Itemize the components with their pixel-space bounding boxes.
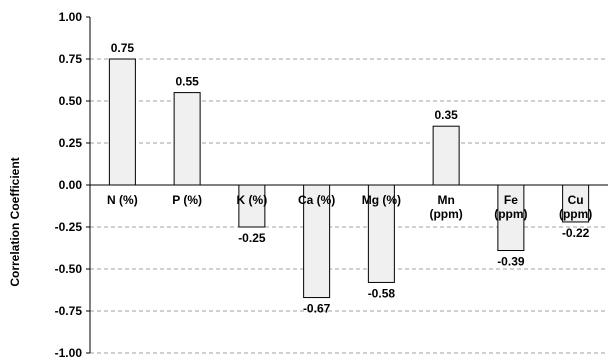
category-label: (ppm) <box>429 207 462 221</box>
bar <box>108 58 136 186</box>
data-label: -0.39 <box>497 255 525 269</box>
bar <box>367 184 395 283</box>
bar <box>432 125 460 186</box>
y-tick-label: 0.25 <box>59 136 83 150</box>
data-label: 0.35 <box>434 108 458 122</box>
category-label: (ppm) <box>494 207 527 221</box>
category-label: Fe <box>504 193 518 207</box>
data-label: -0.25 <box>238 231 266 245</box>
data-label: 0.55 <box>175 75 199 89</box>
y-tick-label: -1.00 <box>55 346 83 358</box>
category-label: K (%) <box>237 193 268 207</box>
axes <box>86 16 608 354</box>
y-tick-label: 0.00 <box>59 178 83 192</box>
y-tick-label: -0.50 <box>55 262 83 276</box>
y-tick-labels: 1.00 0.75 0.50 0.25 0.00 -0.25 -0.50 -0.75 -1.00 <box>55 10 83 358</box>
grid-lines <box>90 58 608 354</box>
y-tick-label: 0.75 <box>59 52 83 66</box>
y-tick-label: 0.50 <box>59 94 83 108</box>
data-label: 0.75 <box>111 41 135 55</box>
bar <box>173 92 201 186</box>
category-label: Mg (%) <box>362 193 401 207</box>
data-label: -0.22 <box>562 226 590 240</box>
category-label: Cu <box>568 193 584 207</box>
y-tick-label: 1.00 <box>59 10 83 24</box>
y-tick-label: -0.25 <box>55 220 83 234</box>
category-label: Ca (%) <box>298 193 335 207</box>
data-label: -0.67 <box>303 302 331 316</box>
data-label: -0.58 <box>368 286 396 300</box>
category-label: P (%) <box>172 193 202 207</box>
category-label: (ppm) <box>559 207 592 221</box>
category-label: N (%) <box>107 193 138 207</box>
bars <box>108 58 590 299</box>
y-axis-title: Correlation Coefficient <box>8 157 22 286</box>
bar <box>497 184 525 252</box>
y-tick-label: -0.75 <box>55 304 83 318</box>
category-labels: N (%) P (%) K (%) Ca (%) Mg (%) Mn(ppm)Fe(ppm… <box>107 193 592 221</box>
data-labels: 0.75 0.55 -0.25 -0.67 -0.58 0.35 -0.39 -0.22 <box>111 41 590 316</box>
bar <box>238 184 266 228</box>
category-label: Mn <box>437 193 454 207</box>
